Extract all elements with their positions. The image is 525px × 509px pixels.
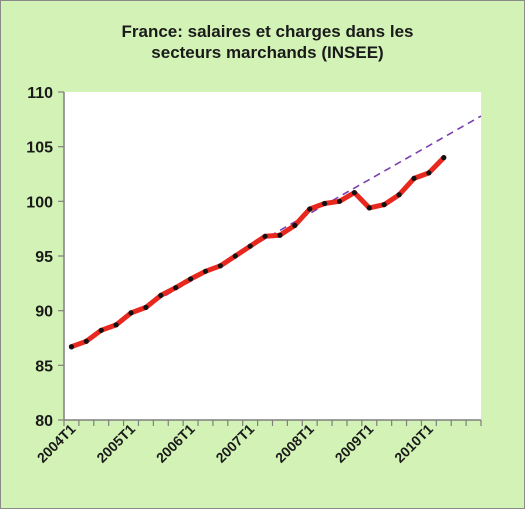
x-tick-label: 2009T1 [332,421,377,466]
x-tick-label: 2006T1 [153,421,198,466]
x-tick-label: 2005T1 [93,421,138,466]
y-tick-label: 90 [35,304,53,321]
data-point [187,276,194,282]
x-tick-label: 2010T1 [391,421,436,466]
y-tick-label: 105 [26,140,53,157]
y-tick-label: 95 [35,249,53,266]
x-axis-ticks: 2004T1 2005T1 2006T1 2007T1 2008T1 2009T1 2010… [34,420,482,466]
data-point [158,292,164,298]
data-point [366,205,372,211]
data-point [411,175,417,181]
data-point [128,310,134,316]
data-point [426,170,432,176]
data-point [441,155,447,161]
data-point [217,263,223,269]
data-point [68,344,75,350]
data-point [307,206,313,212]
x-tick-label: 2007T1 [212,421,257,466]
data-point [336,198,343,204]
data-point [98,327,104,333]
marker-layer [68,155,447,350]
data-point [83,338,89,344]
chart-title-line-1: France: salaires et charges dans les [121,22,414,41]
data-point [247,243,253,249]
data-point [232,253,238,259]
y-tick-label: 100 [26,194,53,211]
data-point [143,304,149,310]
data-point [381,202,387,208]
data-point [202,268,209,274]
data-point [292,222,298,228]
chart-title: France: salaires et charges dans les sec… [1,21,525,63]
chart-title-line-2: secteurs marchands (INSEE) [151,43,384,62]
y-tick-label: 85 [35,358,53,375]
data-point [262,233,268,239]
data-point [173,285,179,291]
data-point [113,322,119,328]
data-point [322,200,328,207]
data-point [277,232,283,238]
data-point [351,189,358,196]
x-tick-label: 2008T1 [272,421,317,466]
y-tick-label: 80 [35,413,53,430]
data-point [396,192,402,198]
y-axis-ticks: 80 85 90 95 100 105 110 [26,85,64,430]
y-tick-label: 110 [27,85,53,102]
plot-area [64,92,481,420]
